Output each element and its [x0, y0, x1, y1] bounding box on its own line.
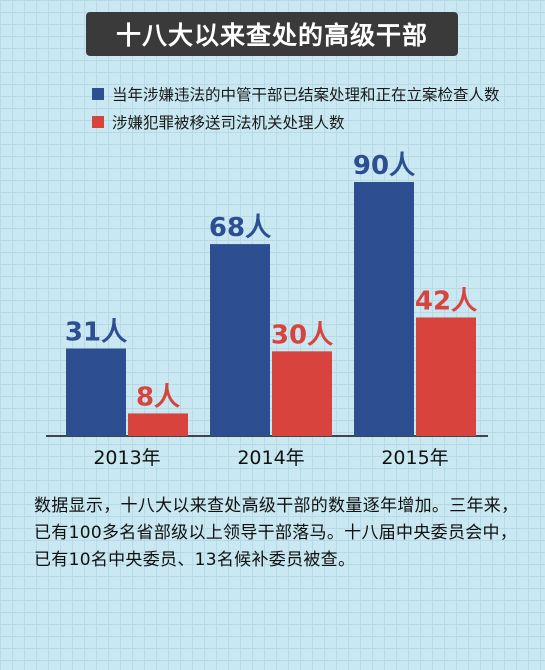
- legend-label-series-2: 涉嫌犯罪被移送司法机关处理人数: [112, 114, 345, 132]
- legend: 当年涉嫌违法的中管干部已结案处理和正在立案检查人数 涉嫌犯罪被移送司法机关处理人…: [92, 80, 500, 136]
- bar-series-2-2: [416, 317, 476, 436]
- summary-text: 数据显示，十八大以来查处高级干部的数量逐年增加。三年来，已有100多名省部级以上…: [34, 496, 519, 570]
- x-tick-label-1: 2014年: [237, 447, 304, 469]
- data-label-series-1-0: 31人: [65, 318, 127, 348]
- chart-title: 十八大以来查处的高级干部: [86, 12, 458, 56]
- data-label-series-2-1: 30人: [271, 320, 333, 350]
- data-label-series-2-0: 8人: [136, 382, 180, 412]
- legend-swatch-series-1: [92, 88, 104, 100]
- bar-series-1-2: [354, 182, 414, 436]
- bar-series-2-0: [128, 413, 188, 436]
- data-label-series-2-2: 42人: [415, 286, 477, 316]
- x-tick-label-2: 2015年: [381, 447, 448, 469]
- legend-item-series-2: 涉嫌犯罪被移送司法机关处理人数: [92, 108, 500, 136]
- bar-series-1-1: [210, 244, 270, 436]
- legend-item-series-1: 当年涉嫌违法的中管干部已结案处理和正在立案检查人数: [92, 80, 500, 108]
- x-tick-label-0: 2013年: [93, 447, 160, 469]
- legend-swatch-series-2: [92, 116, 104, 128]
- data-label-series-1-1: 68人: [209, 213, 271, 243]
- bar-series-1-0: [66, 348, 126, 436]
- data-label-series-1-2: 90人: [353, 151, 415, 181]
- bar-series-2-1: [272, 351, 332, 436]
- legend-label-series-1: 当年涉嫌违法的中管干部已结案处理和正在立案检查人数: [112, 86, 500, 104]
